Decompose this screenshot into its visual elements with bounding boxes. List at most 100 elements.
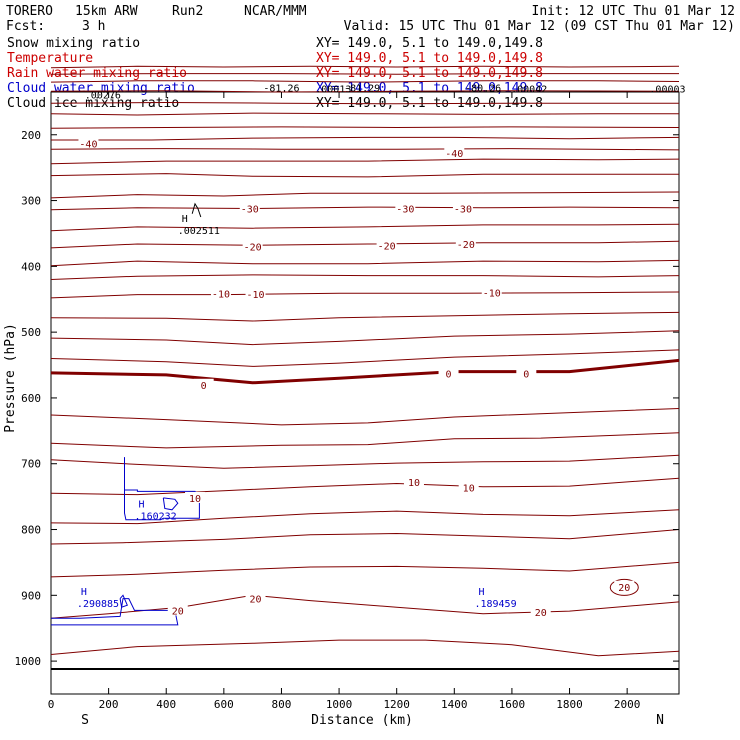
- fcst-value: 3 h: [82, 19, 105, 34]
- temperature-contours: [50, 65, 680, 657]
- x-tick-label: 1400: [441, 698, 468, 711]
- label-backing: [376, 239, 397, 251]
- x-axis-title: Distance (km): [311, 713, 413, 728]
- isotherm-line: [50, 594, 680, 619]
- isotherm-label: 20: [250, 595, 262, 606]
- label-backing: [193, 378, 214, 390]
- y-tick-label: 500: [21, 326, 41, 339]
- maximum-marker: H: [478, 587, 484, 598]
- fcst-label: Fcst:: [6, 19, 45, 34]
- isotherm-line: [50, 408, 680, 426]
- isotherm-label: -30: [241, 204, 259, 215]
- contour-labels: -40 -40 -30 -30 -30 -20 -20 -20 -10 -10 -10 0 0 0 10 10…: [77, 84, 686, 619]
- isotherm-label: -30: [396, 204, 414, 215]
- x-tick-label: 600: [214, 698, 234, 711]
- isotherm-label: -10: [483, 289, 501, 300]
- y-axis-title: Pressure (hPa): [3, 323, 18, 433]
- label-backing: [210, 287, 231, 299]
- isotherm-line: [50, 90, 680, 93]
- isotherm-line: [50, 349, 680, 367]
- label-backing: [444, 147, 465, 159]
- top-boundary-value: .00013: [315, 84, 351, 95]
- y-tick-label: 300: [21, 195, 41, 208]
- cloud-water-contour: [119, 594, 128, 608]
- isotherm-line: [50, 126, 680, 129]
- cloud-water-contour: [162, 497, 179, 511]
- model-name: TORERO: [6, 4, 53, 19]
- y-tick-label: 900: [21, 589, 41, 602]
- isotherm-line: [50, 311, 680, 322]
- isotherm-line: [50, 477, 680, 496]
- isotherm-line: [50, 240, 680, 249]
- isotherm-label: 0: [523, 370, 529, 381]
- isotherm-line: [50, 191, 680, 199]
- maximum-value: .160232: [135, 512, 177, 523]
- isotherm-line: [50, 454, 680, 469]
- isotherm-line: [50, 148, 680, 151]
- x-tick-label: 1000: [326, 698, 353, 711]
- isotherm-line: [50, 274, 680, 280]
- x-tick-label: 800: [272, 698, 292, 711]
- y-tick-label: 600: [21, 392, 41, 405]
- left-endpoint-label: S: [81, 713, 89, 728]
- isotherm-label: 0: [446, 370, 452, 381]
- label-backing: [185, 491, 206, 503]
- label-backing: [438, 367, 459, 379]
- x-tick-label: 0: [48, 698, 55, 711]
- isotherm-line: [50, 112, 679, 116]
- field-xy: XY= 149.0, 5.1 to 149.0,149.8: [316, 66, 543, 81]
- isotherm-line: [50, 206, 680, 211]
- isotherm-label: 20: [172, 606, 184, 617]
- label-backing: [395, 202, 416, 214]
- x-tick-label: 2000: [614, 698, 641, 711]
- maximum-marker: H: [139, 500, 145, 511]
- isotherm-label: -40: [445, 149, 463, 160]
- isotherm-line: [50, 73, 679, 75]
- label-backing: [455, 237, 476, 249]
- x-tick-label: 1800: [556, 698, 583, 711]
- isotherm-label: -20: [244, 243, 262, 254]
- isotherm-line: [50, 65, 680, 69]
- label-backing: [242, 240, 263, 252]
- isotherm-line: [50, 223, 680, 232]
- moisture-contours: [51, 202, 202, 626]
- top-boundary-value: -81.26: [263, 84, 299, 95]
- isotherm-label: 10: [408, 478, 420, 489]
- top-boundary-value: -80.26: [465, 84, 501, 95]
- isotherm-label: -10: [247, 290, 265, 301]
- isotherm-label: -20: [457, 240, 475, 251]
- x-tick-label: 200: [99, 698, 119, 711]
- maximum-value: .002511: [178, 226, 220, 237]
- isotherm-line: [50, 561, 680, 578]
- x-tick-label: 400: [156, 698, 176, 711]
- small-isotherm-loop: [609, 578, 639, 596]
- label-backing: [458, 481, 479, 493]
- org-label: NCAR/MMM: [244, 4, 307, 19]
- cloud-water-contour: [124, 457, 200, 521]
- label-backing: [452, 202, 473, 214]
- snow-contour: [191, 202, 202, 218]
- field-xy: XY= 149.0, 5.1 to 149.0,149.8: [316, 51, 543, 66]
- valid-time: Valid: 15 UTC Thu 01 Mar 12 (09 CST Thu …: [344, 19, 735, 34]
- field-name: Temperature: [7, 51, 93, 66]
- isotherm-line: [50, 101, 679, 105]
- isotherm-label: -30: [454, 204, 472, 215]
- top-boundary-value: .00276: [85, 90, 121, 101]
- y-tick-label: 800: [21, 524, 41, 537]
- field-name: Cloud ice mixing ratio: [7, 96, 179, 111]
- y-tick-label: 400: [21, 260, 41, 273]
- isotherm-label: 0: [201, 381, 207, 392]
- isotherm-line: [50, 291, 680, 299]
- x-tick-label: 1600: [499, 698, 526, 711]
- isotherm-line: [50, 509, 680, 525]
- label-backing: [167, 604, 188, 616]
- y-tick-label: 200: [21, 129, 41, 142]
- top-boundary-value: .00003: [649, 84, 685, 95]
- label-backing: [481, 286, 502, 298]
- isotherm-label: 20: [618, 583, 630, 594]
- freezing-line: [50, 358, 680, 385]
- x-tick-label: 1200: [383, 698, 410, 711]
- maximum-value: .189459: [474, 599, 516, 610]
- isotherm-line: [50, 259, 680, 267]
